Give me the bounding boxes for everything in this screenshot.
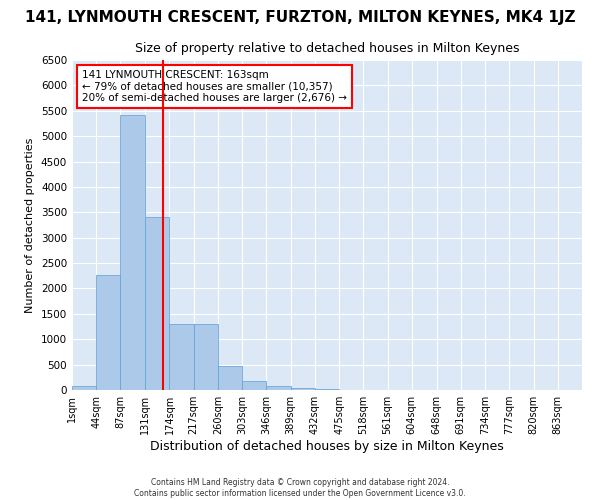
Text: 141, LYNMOUTH CRESCENT, FURZTON, MILTON KEYNES, MK4 1JZ: 141, LYNMOUTH CRESCENT, FURZTON, MILTON … [25,10,575,25]
Bar [194,324,218,390]
X-axis label: Distribution of detached houses by size in Milton Keynes: Distribution of detached houses by size … [150,440,504,453]
Bar [72,386,96,390]
Bar [266,386,290,390]
Bar [96,276,121,390]
Y-axis label: Number of detached properties: Number of detached properties [25,138,35,312]
Bar [290,388,315,390]
Bar [121,115,145,390]
Text: Contains HM Land Registry data © Crown copyright and database right 2024.
Contai: Contains HM Land Registry data © Crown c… [134,478,466,498]
Text: 141 LYNMOUTH CRESCENT: 163sqm
← 79% of detached houses are smaller (10,357)
20% : 141 LYNMOUTH CRESCENT: 163sqm ← 79% of d… [82,70,347,103]
Bar [169,324,194,390]
Bar [218,366,242,390]
Bar [145,218,169,390]
Bar [242,382,266,390]
Title: Size of property relative to detached houses in Milton Keynes: Size of property relative to detached ho… [135,42,519,54]
